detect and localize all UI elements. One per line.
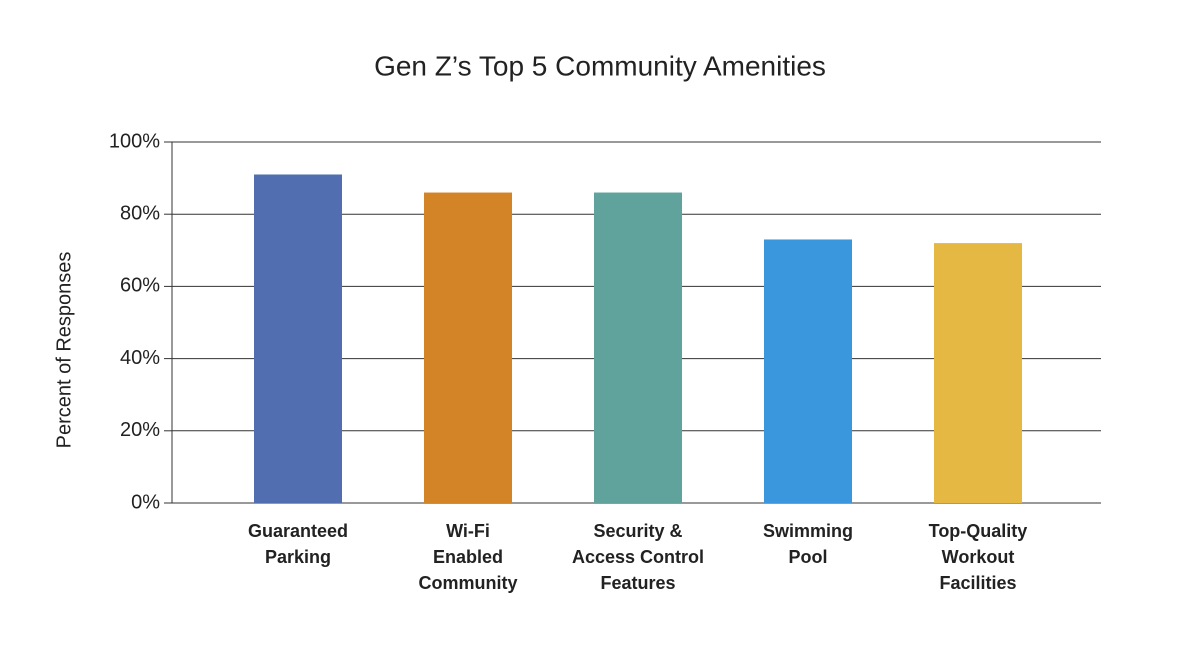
y-tick-label: 0% xyxy=(131,491,160,513)
y-tick-label: 20% xyxy=(120,419,160,441)
bar xyxy=(254,174,342,504)
chart-title: Gen Z’s Top 5 Community Amenities xyxy=(374,50,826,81)
bar xyxy=(424,192,512,504)
x-tick-label: Enabled xyxy=(433,547,503,567)
x-tick-label: Features xyxy=(600,573,675,593)
y-tick-label: 40% xyxy=(120,347,160,369)
x-tick-label: Facilities xyxy=(939,573,1016,593)
y-tick-label: 100% xyxy=(109,130,160,152)
bar xyxy=(934,243,1022,503)
x-tick-label: Access Control xyxy=(572,547,704,567)
x-tick-label: Parking xyxy=(265,547,331,567)
x-tick-label: Wi-Fi xyxy=(446,521,490,541)
x-tick-label: Workout xyxy=(942,547,1015,567)
y-tick-label: 60% xyxy=(120,275,160,297)
bar xyxy=(764,239,852,503)
x-tick-label: Pool xyxy=(789,547,828,567)
x-tick-label: Guaranteed xyxy=(248,521,348,541)
y-axis-label: Percent of Responses xyxy=(53,252,75,449)
x-tick-label: Security & xyxy=(593,521,682,541)
x-tick-label: Top-Quality xyxy=(929,521,1028,541)
x-tick-label: Community xyxy=(419,573,518,593)
x-tick-label: Swimming xyxy=(763,521,853,541)
y-tick-label: 80% xyxy=(120,202,160,224)
bar xyxy=(594,192,682,504)
